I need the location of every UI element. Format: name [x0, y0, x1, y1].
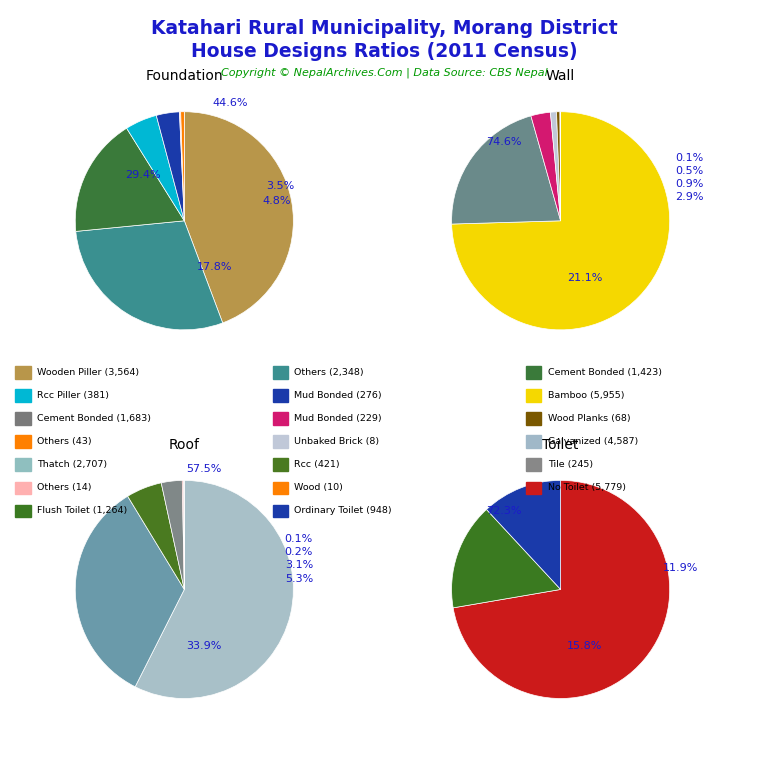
Text: 74.6%: 74.6% — [486, 137, 521, 147]
Text: Mud Bonded (229): Mud Bonded (229) — [294, 414, 382, 423]
Text: Ordinary Toilet (948): Ordinary Toilet (948) — [294, 506, 392, 515]
Title: Roof: Roof — [169, 438, 200, 452]
Wedge shape — [180, 111, 184, 221]
Text: 3.1%: 3.1% — [285, 561, 313, 571]
Text: 17.8%: 17.8% — [197, 262, 233, 272]
Text: 57.5%: 57.5% — [187, 465, 222, 475]
Wedge shape — [452, 116, 561, 224]
Text: 5.3%: 5.3% — [285, 574, 313, 584]
Text: 4.8%: 4.8% — [263, 196, 291, 206]
Text: Others (14): Others (14) — [37, 483, 91, 492]
Text: Bamboo (5,955): Bamboo (5,955) — [548, 391, 624, 400]
Wedge shape — [184, 111, 293, 323]
Text: No Toilet (5,779): No Toilet (5,779) — [548, 483, 626, 492]
Text: Galvanized (4,587): Galvanized (4,587) — [548, 437, 638, 446]
Text: Wooden Piller (3,564): Wooden Piller (3,564) — [37, 368, 139, 377]
Wedge shape — [452, 111, 670, 329]
Wedge shape — [486, 481, 561, 590]
Text: Wood (10): Wood (10) — [294, 483, 343, 492]
Text: 72.3%: 72.3% — [486, 506, 521, 516]
Text: Others (43): Others (43) — [37, 437, 91, 446]
Wedge shape — [135, 481, 293, 699]
Text: 44.6%: 44.6% — [213, 98, 248, 108]
Wedge shape — [75, 128, 184, 231]
Title: Foundation: Foundation — [145, 69, 223, 83]
Wedge shape — [531, 112, 561, 221]
Wedge shape — [551, 112, 561, 221]
Wedge shape — [157, 112, 184, 221]
Text: Copyright © NepalArchives.Com | Data Source: CBS Nepal: Copyright © NepalArchives.Com | Data Sou… — [220, 68, 548, 78]
Text: 0.1%: 0.1% — [675, 153, 703, 163]
Text: 33.9%: 33.9% — [187, 641, 222, 651]
Text: 0.1%: 0.1% — [285, 535, 313, 545]
Text: 0.9%: 0.9% — [675, 179, 703, 189]
Text: 11.9%: 11.9% — [663, 563, 698, 573]
Text: 2.9%: 2.9% — [675, 192, 703, 202]
Wedge shape — [180, 112, 184, 221]
Text: 0.5%: 0.5% — [675, 166, 703, 176]
Wedge shape — [76, 221, 223, 329]
Text: Others (2,348): Others (2,348) — [294, 368, 364, 377]
Text: Cement Bonded (1,683): Cement Bonded (1,683) — [37, 414, 151, 423]
Wedge shape — [75, 496, 184, 687]
Text: Wood Planks (68): Wood Planks (68) — [548, 414, 631, 423]
Text: Rcc (421): Rcc (421) — [294, 460, 339, 469]
Wedge shape — [453, 481, 670, 698]
Text: 0.2%: 0.2% — [285, 548, 313, 558]
Text: Tile (245): Tile (245) — [548, 460, 593, 469]
Wedge shape — [452, 509, 561, 607]
Wedge shape — [127, 483, 184, 590]
Text: Unbaked Brick (8): Unbaked Brick (8) — [294, 437, 379, 446]
Text: Cement Bonded (1,423): Cement Bonded (1,423) — [548, 368, 661, 377]
Text: 29.4%: 29.4% — [125, 170, 161, 180]
Text: Mud Bonded (276): Mud Bonded (276) — [294, 391, 382, 400]
Text: 21.1%: 21.1% — [567, 273, 602, 283]
Wedge shape — [557, 112, 561, 221]
Wedge shape — [127, 115, 184, 221]
Text: Flush Toilet (1,264): Flush Toilet (1,264) — [37, 506, 127, 515]
Text: House Designs Ratios (2011 Census): House Designs Ratios (2011 Census) — [190, 42, 578, 61]
Wedge shape — [161, 481, 184, 590]
Text: Thatch (2,707): Thatch (2,707) — [37, 460, 107, 469]
Wedge shape — [182, 481, 184, 590]
Title: Wall: Wall — [546, 69, 575, 83]
Text: Rcc Piller (381): Rcc Piller (381) — [37, 391, 109, 400]
Title: Toilet: Toilet — [542, 438, 579, 452]
Text: 3.5%: 3.5% — [266, 181, 294, 191]
Text: Katahari Rural Municipality, Morang District: Katahari Rural Municipality, Morang Dist… — [151, 19, 617, 38]
Text: 15.8%: 15.8% — [567, 641, 602, 651]
